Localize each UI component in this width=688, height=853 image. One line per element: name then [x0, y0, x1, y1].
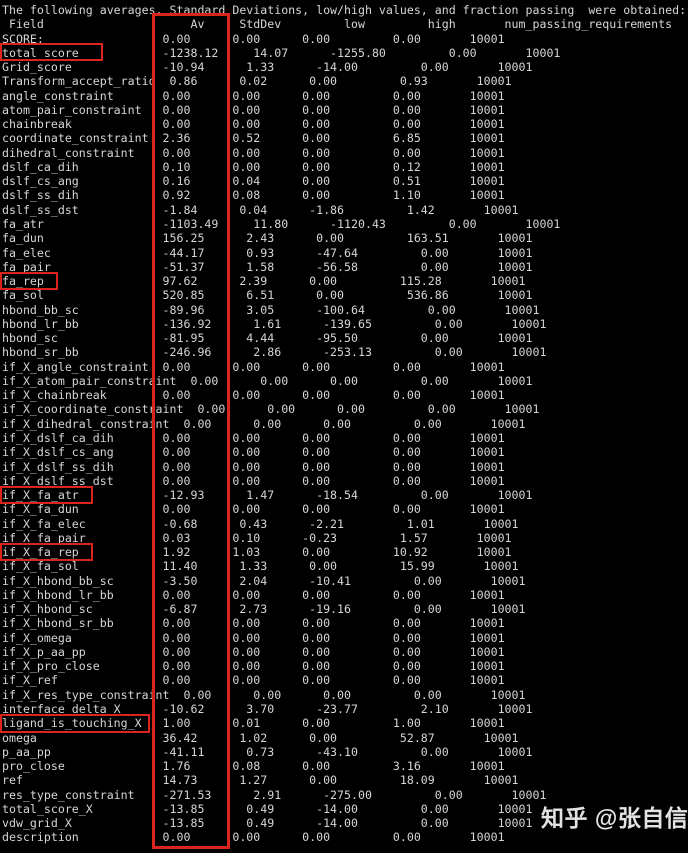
table-row: p_aa_pp -41.11 0.73 -43.10 0.00 10001 — [2, 744, 533, 759]
table-row: if_X_fa_sol 11.40 1.33 0.00 15.99 10001 — [2, 559, 519, 574]
table-row: if_X_ref 0.00 0.00 0.00 0.00 10001 — [2, 673, 505, 688]
table-row: chainbreak 0.00 0.00 0.00 0.00 10001 — [2, 117, 505, 132]
table-row: hbond_lr_bb -136.92 1.61 -139.65 0.00 10… — [2, 316, 547, 331]
table-row: if_X_hbond_sr_bb 0.00 0.00 0.00 0.00 100… — [2, 616, 505, 631]
table-row: if_X_hbond_sc -6.87 2.73 -19.16 0.00 100… — [2, 602, 526, 617]
table-row: if_X_hbond_bb_sc -3.50 2.04 -10.41 0.00 … — [2, 573, 526, 588]
table-row: fa_pair -51.37 1.58 -56.58 0.00 10001 — [2, 259, 533, 274]
table-row: dslf_cs_ang 0.16 0.04 0.00 0.51 10001 — [2, 174, 505, 189]
table-row: Grid_score -10.94 1.33 -14.00 0.00 10001 — [2, 60, 533, 75]
table-row: total_score -1238.12 14.07 -1255.80 0.00… — [2, 45, 561, 60]
table-row: fa_rep 97.62 2.39 0.00 115.28 10001 — [2, 274, 526, 289]
table-row: if_X_chainbreak 0.00 0.00 0.00 0.00 1000… — [2, 388, 505, 403]
table-row: fa_dun 156.25 2.43 0.00 163.51 10001 — [2, 231, 533, 246]
table-row: total_score_X -13.85 0.49 -14.00 0.00 10… — [2, 801, 533, 816]
table-row: if_X_fa_dun 0.00 0.00 0.00 0.00 10001 — [2, 502, 505, 517]
table-row: if_X_pro_close 0.00 0.00 0.00 0.00 10001 — [2, 659, 505, 674]
table-row: if_X_fa_rep 1.92 1.03 0.00 10.92 10001 — [2, 545, 512, 560]
table-row: if_X_fa_pair 0.03 0.10 -0.23 1.57 10001 — [2, 530, 512, 545]
table-row: hbond_sr_bb -246.96 2.86 -253.13 0.00 10… — [2, 345, 547, 360]
table-row: interface_delta_X -10.62 3.70 -23.77 2.1… — [2, 702, 533, 717]
table-row: if_X_hbond_lr_bb 0.00 0.00 0.00 0.00 100… — [2, 587, 505, 602]
table-row: vdw_grid_X -13.85 0.49 -14.00 0.00 10001 — [2, 816, 533, 831]
column-header-line: Field Av StdDev low high num_passing_req… — [2, 17, 673, 32]
table-row: pro_close 1.76 0.08 0.00 3.16 10001 — [2, 759, 505, 774]
zhihu-watermark: 知乎 @张自信 — [541, 805, 688, 831]
table-row: if_X_fa_atr -12.93 1.47 -18.54 0.00 1000… — [2, 488, 533, 503]
table-row: omega 36.42 1.02 0.00 52.87 10001 — [2, 730, 519, 745]
table-row: if_X_fa_elec -0.68 0.43 -2.21 1.01 10001 — [2, 516, 519, 531]
table-row: dslf_ca_dih 0.10 0.00 0.00 0.12 10001 — [2, 159, 505, 174]
table-row: hbond_bb_sc -89.96 3.05 -100.64 0.00 100… — [2, 302, 540, 317]
title-line: The following averages, Standard Deviati… — [2, 3, 687, 17]
table-row: if_X_dslf_ca_dih 0.00 0.00 0.00 0.00 100… — [2, 430, 505, 445]
table-row: if_X_dihedral_constraint 0.00 0.00 0.00 … — [2, 416, 526, 431]
table-row: coordinate_constraint 2.36 0.52 0.00 6.8… — [2, 131, 505, 146]
table-row: res_type_constraint -271.53 2.91 -275.00… — [2, 787, 547, 802]
table-row: description 0.00 0.00 0.00 0.00 10001 — [2, 830, 505, 845]
table-row: dihedral_constraint 0.00 0.00 0.00 0.00 … — [2, 145, 505, 160]
table-row: if_X_angle_constraint 0.00 0.00 0.00 0.0… — [2, 359, 505, 374]
table-row: SCORE: 0.00 0.00 0.00 0.00 10001 — [2, 31, 505, 46]
table-row: fa_elec -44.17 0.93 -47.64 0.00 10001 — [2, 245, 533, 260]
table-row: ligand_is_touching_X 1.00 0.01 0.00 1.00… — [2, 716, 505, 731]
table-row: if_X_coordinate_constraint 0.00 0.00 0.0… — [2, 402, 540, 417]
table-row: if_X_p_aa_pp 0.00 0.00 0.00 0.00 10001 — [2, 644, 505, 659]
table-row: if_X_omega 0.00 0.00 0.00 0.00 10001 — [2, 630, 505, 645]
table-row: if_X_atom_pair_constraint 0.00 0.00 0.00… — [2, 373, 533, 388]
table-row: fa_atr -1103.49 11.80 -1120.43 0.00 1000… — [2, 216, 561, 231]
table-row: atom_pair_constraint 0.00 0.00 0.00 0.00… — [2, 102, 505, 117]
table-row: hbond_sc -81.95 4.44 -95.50 0.00 10001 — [2, 331, 533, 346]
table-row: if_X_res_type_constraint 0.00 0.00 0.00 … — [2, 687, 526, 702]
table-row: fa_sol 520.85 6.51 0.00 536.86 10001 — [2, 288, 533, 303]
table-row: dslf_ss_dih 0.92 0.08 0.00 1.10 10001 — [2, 188, 505, 203]
table-row: dslf_ss_dst -1.84 0.04 -1.86 1.42 10001 — [2, 202, 519, 217]
table-row: Transform_accept_ratio 0.86 0.02 0.00 0.… — [2, 74, 512, 89]
table-row: if_X_dslf_ss_dih 0.00 0.00 0.00 0.00 100… — [2, 459, 505, 474]
terminal-output: The following averages, Standard Deviati… — [2, 3, 686, 845]
table-row: if_X_dslf_cs_ang 0.00 0.00 0.00 0.00 100… — [2, 445, 505, 460]
table-row: angle_constraint 0.00 0.00 0.00 0.00 100… — [2, 88, 505, 103]
table-row: ref 14.73 1.27 0.00 18.09 10001 — [2, 773, 519, 788]
table-row: if_X_dslf_ss_dst 0.00 0.00 0.00 0.00 100… — [2, 473, 505, 488]
